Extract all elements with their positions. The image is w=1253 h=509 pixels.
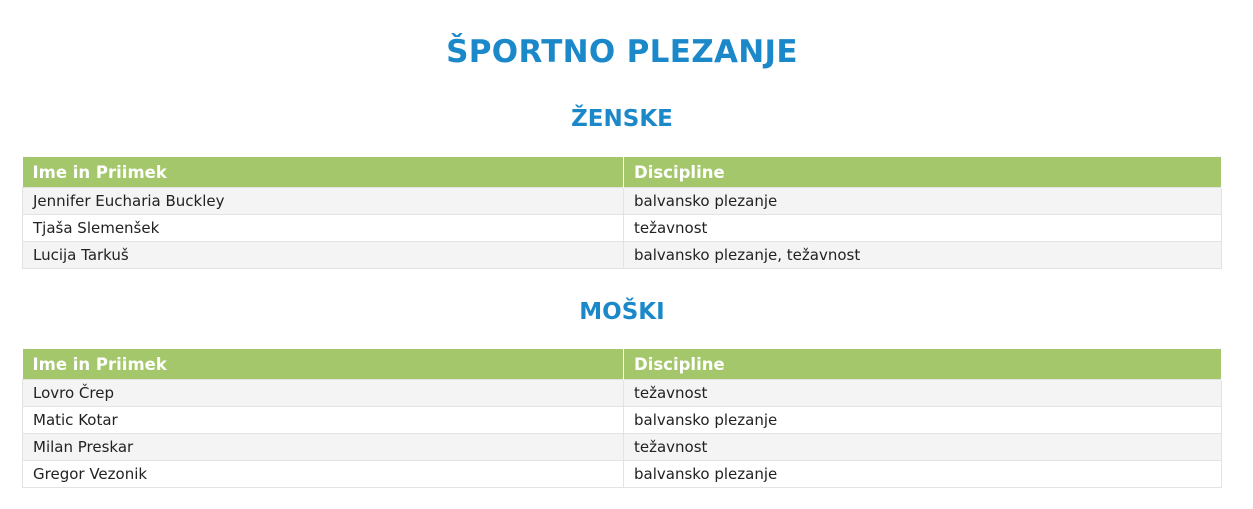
- men-table: Ime in Priimek Discipline Lovro Črep težav…: [22, 349, 1222, 488]
- table-row: Tjaša Slemenšek težavnost: [22, 214, 1222, 242]
- discipline-cell: težavnost: [623, 379, 1222, 407]
- column-header-discipline: Discipline: [623, 349, 1222, 380]
- name-cell: Gregor Vezonik: [22, 460, 624, 488]
- discipline-cell: težavnost: [623, 214, 1222, 242]
- page-title: ŠPORTNO PLEZANJE: [446, 34, 798, 70]
- table-row: Lovro Črep težavnost: [22, 379, 1222, 407]
- table-header: Ime in Priimek Discipline: [22, 157, 1222, 188]
- table-row: Lucija Tarkuš balvansko plezanje, težavno…: [22, 241, 1222, 269]
- name-cell: Jennifer Eucharia Buckley: [22, 187, 624, 215]
- name-cell: Lovro Črep: [22, 379, 624, 407]
- discipline-cell: balvansko plezanje: [623, 460, 1222, 488]
- column-header-name: Ime in Priimek: [22, 349, 624, 380]
- discipline-cell: balvansko plezanje: [623, 406, 1222, 434]
- table-row: Matic Kotar balvansko plezanje: [22, 406, 1222, 434]
- table-row: Jennifer Eucharia Buckley balvansko pleza…: [22, 187, 1222, 215]
- name-cell: Lucija Tarkuš: [22, 241, 624, 269]
- table-row: Gregor Vezonik balvansko plezanje: [22, 460, 1222, 488]
- section-heading-women: ŽENSKE: [571, 106, 673, 132]
- column-header-name: Ime in Priimek: [22, 157, 624, 188]
- section-heading-men: MOŠKI: [579, 299, 665, 325]
- column-header-discipline: Discipline: [623, 157, 1222, 188]
- name-cell: Tjaša Slemenšek: [22, 214, 624, 242]
- women-table: Ime in Priimek Discipline Jennifer Euchar…: [22, 157, 1222, 269]
- discipline-cell: težavnost: [623, 433, 1222, 461]
- name-cell: Matic Kotar: [22, 406, 624, 434]
- discipline-cell: balvansko plezanje, težavnost: [623, 241, 1222, 269]
- table-header: Ime in Priimek Discipline: [22, 349, 1222, 380]
- discipline-cell: balvansko plezanje: [623, 187, 1222, 215]
- name-cell: Milan Preskar: [22, 433, 624, 461]
- table-row: Milan Preskar težavnost: [22, 433, 1222, 461]
